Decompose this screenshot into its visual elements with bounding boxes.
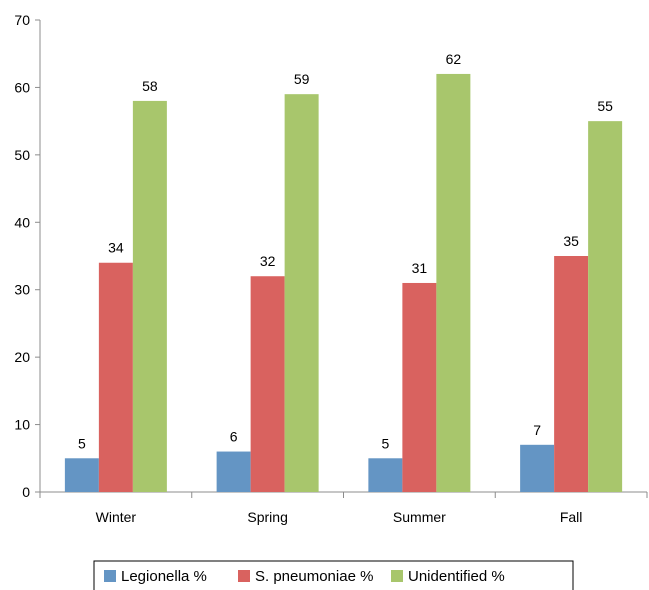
bar <box>64 458 99 492</box>
category-label: Summer <box>393 509 446 525</box>
y-tick-label: 10 <box>14 417 30 433</box>
data-label: 62 <box>446 51 462 67</box>
legend-swatch <box>238 570 250 582</box>
data-label: 58 <box>142 78 158 94</box>
data-label: 31 <box>412 260 428 276</box>
bar <box>284 94 319 493</box>
category-label: Fall <box>560 509 583 525</box>
bar <box>402 282 437 492</box>
data-labels: 5 34 58 6 32 59 5 31 62 7 35 55 <box>78 51 613 451</box>
legend-label: Unidentified % <box>408 568 505 585</box>
bar <box>250 276 285 492</box>
y-tick-label: 70 <box>14 12 30 28</box>
data-label: 32 <box>260 253 276 269</box>
data-label: 6 <box>230 429 238 445</box>
y-tick-label: 60 <box>14 79 30 95</box>
bar <box>98 262 133 492</box>
legend-swatch <box>104 570 116 582</box>
bars <box>64 73 623 493</box>
y-tick-label: 30 <box>14 282 30 298</box>
y-tick-label: 0 <box>22 484 30 500</box>
data-label: 5 <box>381 435 389 451</box>
legend-swatch <box>391 570 403 582</box>
bar <box>368 458 403 492</box>
y-tick-label: 20 <box>14 349 30 365</box>
legend-label: S. pneumoniae % <box>255 568 373 585</box>
data-label: 7 <box>533 422 541 438</box>
y-axis: 0 10 20 30 40 50 60 70 <box>14 12 41 500</box>
data-label: 34 <box>108 240 124 256</box>
data-label: 59 <box>294 71 310 87</box>
legend-label: Legionella % <box>121 568 207 585</box>
category-label: Spring <box>247 509 287 525</box>
bar <box>554 256 589 492</box>
bar <box>216 451 251 492</box>
bar <box>588 121 623 493</box>
y-tick-label: 40 <box>14 214 30 230</box>
legend: Legionella % S. pneumoniae % Unidentified … <box>93 560 574 590</box>
category-label: Winter <box>96 509 137 525</box>
data-label: 5 <box>78 435 86 451</box>
bar <box>132 100 167 493</box>
legend-box <box>93 560 574 590</box>
bar <box>436 73 471 492</box>
x-axis: Winter Spring Summer Fall <box>39 491 648 525</box>
data-label: 55 <box>597 98 613 114</box>
y-tick-label: 50 <box>14 147 30 163</box>
data-label: 35 <box>563 233 579 249</box>
bar <box>520 444 555 492</box>
